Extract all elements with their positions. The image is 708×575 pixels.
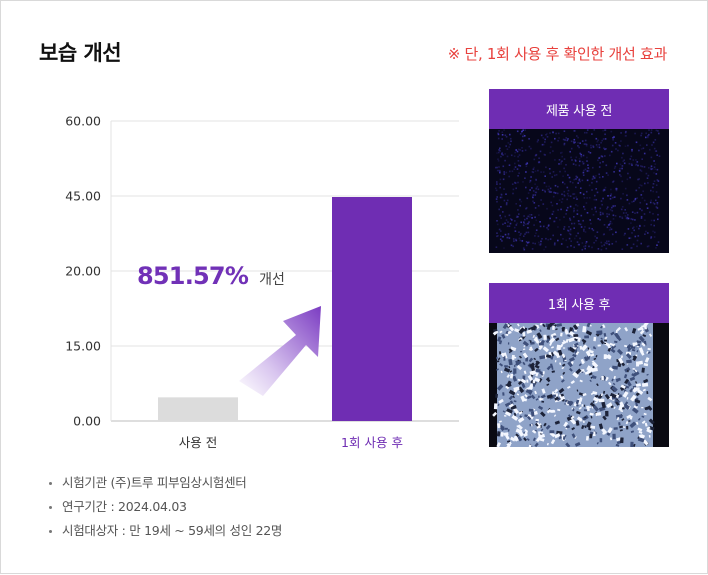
before-photo-label: 제품 사용 전 bbox=[489, 89, 669, 129]
y-tick-label: 45.00 bbox=[65, 189, 101, 204]
page-title: 보습 개선 bbox=[39, 41, 122, 65]
improvement-suffix: 개선 bbox=[259, 272, 285, 288]
y-tick-label: 60.00 bbox=[65, 114, 101, 129]
info-institution: 시험기관 (주)트루 피부임상시험센터 bbox=[49, 471, 282, 495]
bullet-icon bbox=[49, 505, 52, 509]
study-info-list: 시험기관 (주)트루 피부임상시험센터 연구기간 : 2024.04.03 시험… bbox=[49, 471, 282, 543]
bar-before bbox=[158, 397, 238, 421]
increase-arrow-icon bbox=[239, 306, 321, 396]
x-axis: 사용 전 1회 사용 후 bbox=[179, 435, 403, 450]
after-photo-label: 1회 사용 후 bbox=[489, 283, 669, 323]
y-axis: 60.00 45.00 20.00 15.00 0.00 bbox=[65, 114, 101, 429]
info-subjects: 시험대상자 : 만 19세 ~ 59세의 성인 22명 bbox=[49, 519, 282, 543]
improvement-annotation: 851.57% 개선 bbox=[137, 262, 285, 290]
info-period: 연구기간 : 2024.04.03 bbox=[49, 495, 282, 519]
bar-after bbox=[332, 197, 412, 421]
bullet-icon bbox=[49, 481, 52, 485]
y-tick-label: 15.00 bbox=[65, 339, 101, 354]
after-skin-image bbox=[489, 323, 669, 447]
x-tick-label: 사용 전 bbox=[179, 435, 217, 450]
x-tick-label: 1회 사용 후 bbox=[341, 435, 403, 450]
footnote-note: ※ 단, 1회 사용 후 확인한 개선 효과 bbox=[447, 45, 668, 63]
after-photo-panel: 1회 사용 후 bbox=[489, 283, 669, 447]
before-skin-image bbox=[489, 129, 669, 253]
improvement-value: 851.57% bbox=[137, 262, 249, 290]
bullet-icon bbox=[49, 529, 52, 533]
before-photo-panel: 제품 사용 전 bbox=[489, 89, 669, 253]
y-tick-label: 20.00 bbox=[65, 264, 101, 279]
bar-series bbox=[158, 197, 412, 421]
y-tick-label: 0.00 bbox=[73, 414, 101, 429]
